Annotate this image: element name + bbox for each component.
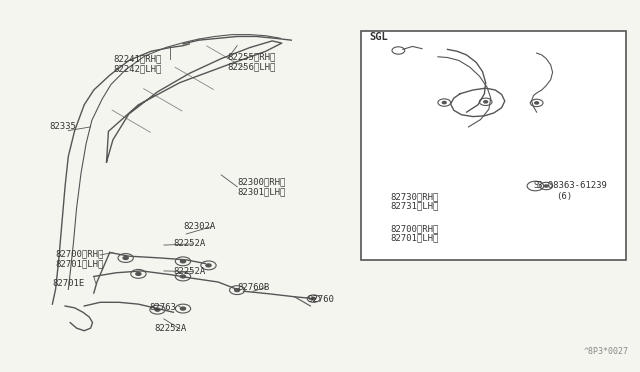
Circle shape [312, 298, 316, 300]
Circle shape [235, 289, 240, 292]
Text: 82763: 82763 [150, 302, 177, 312]
Circle shape [123, 257, 128, 260]
Text: S 08363-61239: S 08363-61239 [537, 182, 607, 190]
Text: 82335: 82335 [49, 122, 76, 131]
Circle shape [155, 308, 160, 311]
Text: 82700〈RH〉: 82700〈RH〉 [390, 224, 438, 233]
Circle shape [206, 264, 211, 267]
Text: 82300〈RH〉: 82300〈RH〉 [237, 178, 285, 187]
Circle shape [136, 272, 141, 275]
Text: 82302A: 82302A [183, 222, 215, 231]
Circle shape [544, 185, 548, 187]
Text: 82252A: 82252A [154, 324, 187, 333]
Text: 82701〈LH〉: 82701〈LH〉 [56, 259, 104, 268]
Text: SGL: SGL [370, 32, 388, 42]
Text: (6): (6) [556, 192, 572, 201]
Text: 82731〈LH〉: 82731〈LH〉 [390, 202, 438, 211]
Text: ^8P3*0027: ^8P3*0027 [584, 347, 629, 356]
Text: 82701E: 82701E [52, 279, 84, 288]
Text: 82700〈RH〉: 82700〈RH〉 [56, 250, 104, 259]
Text: 82760B: 82760B [237, 283, 269, 292]
Circle shape [180, 275, 186, 278]
Circle shape [180, 307, 186, 310]
Text: 82241〈RH〉: 82241〈RH〉 [113, 54, 161, 63]
Text: 82301〈LH〉: 82301〈LH〉 [237, 187, 285, 196]
Text: 82701〈LH〉: 82701〈LH〉 [390, 233, 438, 242]
Text: S: S [533, 182, 538, 190]
Text: 92760: 92760 [307, 295, 334, 304]
Text: 82252A: 82252A [173, 239, 205, 248]
Text: 82252A: 82252A [173, 267, 205, 276]
Circle shape [535, 102, 539, 104]
Circle shape [180, 260, 186, 263]
Text: 82730〈RH〉: 82730〈RH〉 [390, 193, 438, 202]
Circle shape [484, 101, 488, 103]
Text: 82256〈LH〉: 82256〈LH〉 [228, 62, 276, 71]
FancyBboxPatch shape [362, 31, 626, 260]
Circle shape [442, 102, 446, 104]
Text: 82242〈LH〉: 82242〈LH〉 [113, 64, 161, 73]
Text: 82255〈RH〉: 82255〈RH〉 [228, 52, 276, 61]
